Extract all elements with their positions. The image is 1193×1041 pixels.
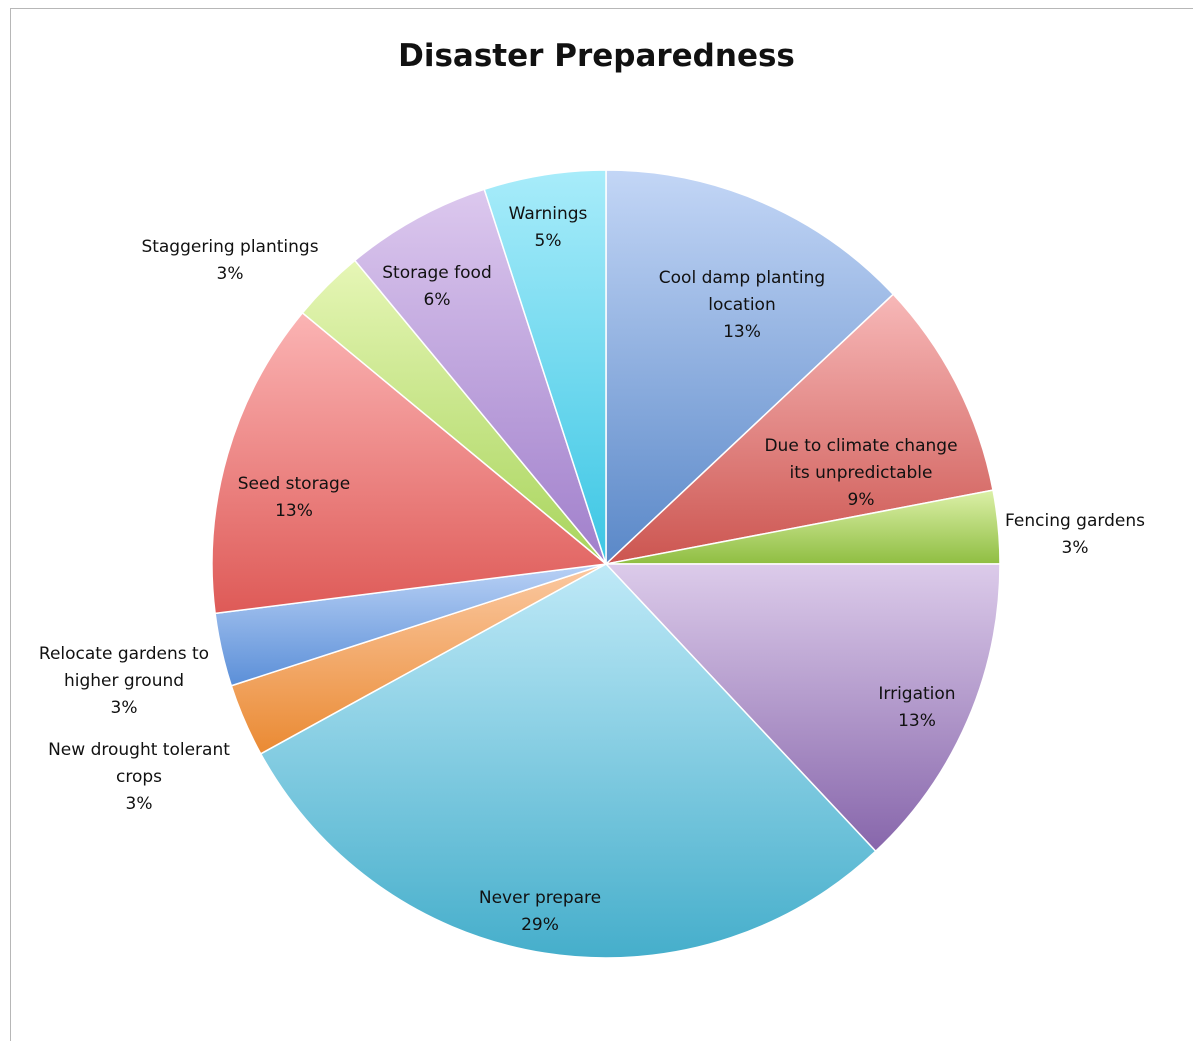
slice-label-cool-damp-planting-location: Cool damp planting location 13%	[659, 268, 825, 342]
pie-slice-irrigation	[604, 563, 1001, 853]
slice-label-seed-storage: Seed storage 13%	[238, 474, 350, 521]
slice-label-storage-food: Storage food 6%	[382, 263, 492, 310]
pie-slice-seed-storage	[211, 311, 608, 615]
pie-slices	[211, 169, 1001, 959]
pie-labels: Cool damp planting location 13% Due to clim…	[39, 204, 1145, 935]
pie-slice-warnings	[483, 169, 607, 565]
pie-slice-cool-damp-planting-location	[605, 169, 895, 566]
pie-slice-due-to-climate-change-its-unpredictable	[603, 293, 994, 566]
pie-slice-storage-food	[353, 188, 607, 565]
slice-label-new-drought-tolerant-crops: New drought tolerant crops 3%	[48, 740, 230, 814]
chart-title: Disaster Preparedness	[398, 38, 795, 74]
slice-label-due-to-climate-change-its-unpredictable: Due to climate change its unpredictable 9%	[764, 436, 957, 510]
pie-slice-never-prepare	[259, 563, 877, 959]
slice-label-never-prepare: Never prepare 29%	[479, 888, 601, 935]
slice-label-warnings: Warnings 5%	[509, 204, 588, 251]
slice-label-irrigation: Irrigation 13%	[878, 684, 955, 731]
slice-label-staggering-plantings: Staggering plantings 3%	[141, 237, 318, 284]
slice-label-relocate-gardens-to-higher-ground: Relocate gardens to higher ground 3%	[39, 644, 209, 718]
slice-label-fencing-gardens: Fencing gardens 3%	[1005, 511, 1145, 558]
